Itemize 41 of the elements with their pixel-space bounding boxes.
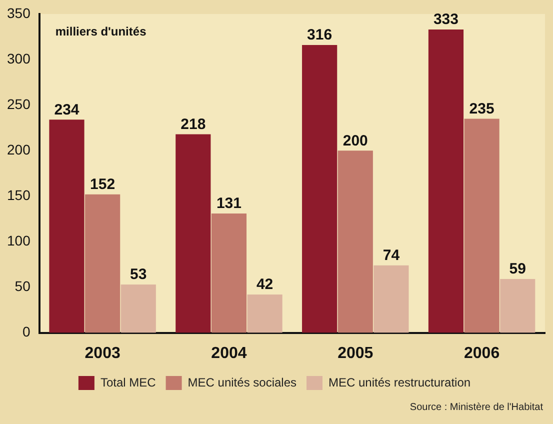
bar: [49, 120, 84, 333]
legend-label: Total MEC: [100, 375, 156, 390]
y-tick-label: 200: [7, 141, 31, 158]
y-tick-label: 0: [22, 324, 31, 340]
source-note: Source : Ministère de l'Habitat: [410, 402, 543, 413]
data-label: 234: [54, 101, 80, 118]
data-label: 74: [382, 247, 400, 264]
legend-label: MEC unités sociales: [188, 375, 297, 390]
data-label: 53: [130, 266, 147, 284]
bar: [428, 29, 464, 333]
bar: [500, 279, 536, 333]
data-label: 200: [342, 132, 368, 150]
y-tick-label: 300: [7, 50, 31, 66]
bar: [464, 118, 500, 333]
bar: [85, 194, 120, 333]
y-tick-label: 100: [7, 232, 31, 249]
x-tick-label: 2004: [211, 344, 247, 362]
data-label: 59: [509, 260, 526, 278]
data-label: 152: [90, 176, 116, 193]
data-label: 333: [433, 11, 458, 28]
bar: [176, 134, 211, 333]
bar: [374, 265, 409, 333]
x-tick-label: 2003: [84, 344, 120, 362]
y-tick-label: 150: [7, 187, 31, 204]
legend-label: MEC unités restructuration: [328, 375, 471, 390]
data-label: 316: [307, 26, 332, 44]
data-label: 218: [180, 116, 206, 133]
bar: [338, 150, 373, 333]
bar: [120, 284, 156, 333]
y-tick-label: 350: [7, 4, 31, 21]
y-axis-title: milliers d'unités: [55, 24, 147, 38]
data-label: 42: [256, 276, 274, 294]
y-tick-label: 50: [14, 278, 31, 294]
data-label: 131: [216, 195, 242, 212]
x-tick-label: 2006: [464, 344, 500, 362]
y-tick-label: 250: [7, 96, 31, 112]
bar: [247, 294, 282, 333]
data-label: 235: [469, 100, 494, 118]
x-tick-label: 2005: [338, 344, 374, 362]
bar: [302, 44, 338, 333]
bar: [211, 213, 247, 333]
